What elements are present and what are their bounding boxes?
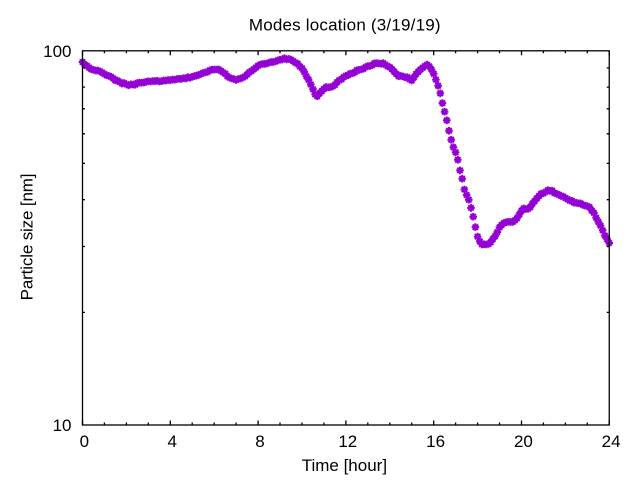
svg-text:16: 16 [426,432,445,451]
svg-text:0: 0 [80,432,89,451]
svg-text:20: 20 [514,432,533,451]
svg-text:Particle size [nm]: Particle size [nm] [18,174,37,301]
svg-text:Modes location (3/19/19): Modes location (3/19/19) [249,15,441,34]
svg-text:10: 10 [53,416,72,435]
svg-text:24: 24 [602,432,621,451]
svg-text:8: 8 [255,432,264,451]
svg-text:12: 12 [338,432,357,451]
svg-text:4: 4 [167,432,176,451]
svg-text:Time [hour]: Time [hour] [302,456,387,475]
svg-text:100: 100 [43,42,71,61]
